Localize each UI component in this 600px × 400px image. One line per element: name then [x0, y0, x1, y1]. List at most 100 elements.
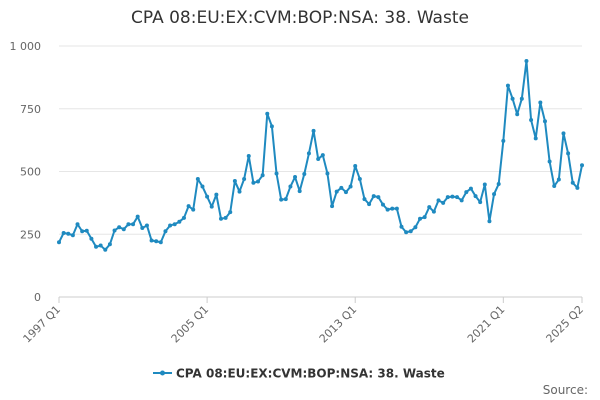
data-point[interactable] [279, 197, 284, 202]
data-point[interactable] [325, 171, 330, 176]
data-point[interactable] [390, 206, 395, 211]
data-point[interactable] [214, 192, 219, 197]
data-point[interactable] [529, 118, 534, 123]
data-point[interactable] [80, 229, 85, 234]
data-point[interactable] [209, 204, 214, 209]
data-point[interactable] [200, 184, 205, 189]
data-point[interactable] [154, 239, 159, 244]
data-point[interactable] [89, 236, 94, 241]
data-point[interactable] [256, 179, 261, 184]
data-point[interactable] [404, 230, 409, 235]
data-point[interactable] [394, 206, 399, 211]
data-point[interactable] [163, 229, 168, 234]
data-point[interactable] [376, 195, 381, 200]
data-point[interactable] [408, 229, 413, 234]
data-point[interactable] [482, 182, 487, 187]
data-point[interactable] [468, 186, 473, 191]
data-point[interactable] [505, 83, 510, 88]
data-point[interactable] [218, 216, 223, 221]
data-point[interactable] [191, 207, 196, 212]
data-point[interactable] [473, 194, 478, 199]
data-point[interactable] [84, 228, 89, 233]
data-point[interactable] [445, 195, 450, 200]
data-point[interactable] [140, 225, 145, 230]
data-point[interactable] [547, 159, 552, 164]
data-point[interactable] [297, 189, 302, 194]
data-point[interactable] [418, 216, 423, 221]
data-point[interactable] [260, 173, 265, 178]
data-point[interactable] [316, 156, 321, 161]
data-point[interactable] [353, 163, 358, 168]
data-point[interactable] [464, 190, 469, 195]
data-point[interactable] [422, 215, 427, 220]
data-point[interactable] [441, 200, 446, 205]
data-point[interactable] [269, 124, 274, 129]
data-point[interactable] [399, 224, 404, 229]
data-point[interactable] [232, 179, 237, 184]
data-point[interactable] [575, 185, 580, 190]
data-point[interactable] [126, 222, 131, 227]
data-point[interactable] [343, 190, 348, 195]
data-point[interactable] [542, 119, 547, 124]
data-point[interactable] [533, 136, 538, 141]
data-point[interactable] [168, 223, 173, 228]
data-point[interactable] [135, 214, 140, 219]
data-point[interactable] [427, 205, 432, 210]
data-point[interactable] [334, 189, 339, 194]
data-point[interactable] [306, 151, 311, 156]
data-point[interactable] [492, 192, 497, 197]
data-point[interactable] [117, 225, 122, 230]
data-point[interactable] [561, 131, 566, 136]
data-point[interactable] [311, 128, 316, 133]
data-point[interactable] [131, 222, 136, 227]
data-point[interactable] [413, 225, 418, 230]
data-point[interactable] [181, 215, 186, 220]
data-point[interactable] [538, 100, 543, 105]
data-point[interactable] [265, 111, 270, 116]
data-point[interactable] [436, 198, 441, 203]
data-point[interactable] [288, 184, 293, 189]
data-point[interactable] [61, 230, 66, 235]
data-point[interactable] [186, 204, 191, 209]
data-point[interactable] [566, 151, 571, 156]
data-point[interactable] [348, 184, 353, 189]
data-point[interactable] [450, 194, 455, 199]
data-point[interactable] [172, 222, 177, 227]
data-point[interactable] [223, 215, 228, 220]
data-point[interactable] [237, 189, 242, 194]
data-point[interactable] [519, 96, 524, 101]
data-point[interactable] [107, 242, 112, 247]
data-point[interactable] [149, 238, 154, 243]
data-point[interactable] [380, 202, 385, 207]
legend[interactable]: CPA 08:EU:EX:CVM:BOP:NSA: 38. Waste [153, 367, 445, 381]
data-point[interactable] [367, 202, 372, 207]
data-point[interactable] [103, 247, 108, 252]
data-point[interactable] [283, 197, 288, 202]
data-point[interactable] [556, 177, 561, 182]
data-point[interactable] [228, 210, 233, 215]
data-point[interactable] [455, 195, 460, 200]
data-point[interactable] [112, 228, 117, 233]
data-point[interactable] [144, 223, 149, 228]
data-point[interactable] [510, 96, 515, 101]
data-point[interactable] [487, 219, 492, 224]
data-point[interactable] [330, 204, 335, 209]
data-point[interactable] [177, 219, 182, 224]
data-point[interactable] [431, 209, 436, 214]
data-point[interactable] [357, 177, 362, 182]
data-point[interactable] [293, 175, 298, 180]
data-point[interactable] [70, 233, 75, 238]
data-point[interactable] [195, 177, 200, 182]
data-point[interactable] [371, 194, 376, 199]
data-point[interactable] [246, 153, 251, 158]
data-point[interactable] [205, 194, 210, 199]
data-point[interactable] [274, 171, 279, 176]
data-point[interactable] [501, 138, 506, 143]
data-point[interactable] [158, 240, 163, 245]
data-point[interactable] [385, 207, 390, 212]
data-point[interactable] [496, 182, 501, 187]
data-point[interactable] [57, 240, 61, 245]
data-point[interactable] [552, 184, 557, 189]
data-point[interactable] [580, 163, 584, 168]
data-point[interactable] [320, 153, 325, 158]
